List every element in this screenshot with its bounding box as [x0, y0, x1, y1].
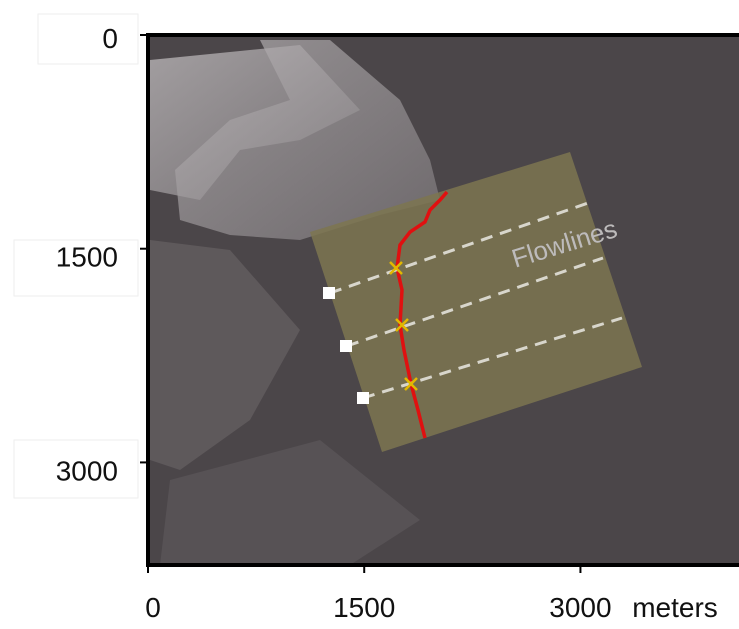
flowline-start — [340, 340, 352, 352]
flowline-start — [323, 287, 335, 299]
x-axis-unit: meters — [632, 592, 718, 623]
y-tick-label: 1500 — [56, 242, 118, 273]
satellite-image: Flowlines — [148, 35, 739, 565]
flowline-start — [357, 392, 369, 404]
y-tick-label: 3000 — [56, 455, 118, 486]
figure: Flowlines meters 0 1500 3000 0 1500 3000 — [0, 0, 739, 629]
y-tick-label: 0 — [102, 23, 118, 54]
label-box — [38, 14, 138, 64]
x-tick-label: 3000 — [549, 592, 611, 623]
x-tick-label: 1500 — [333, 592, 395, 623]
x-tick-label: 0 — [145, 592, 161, 623]
